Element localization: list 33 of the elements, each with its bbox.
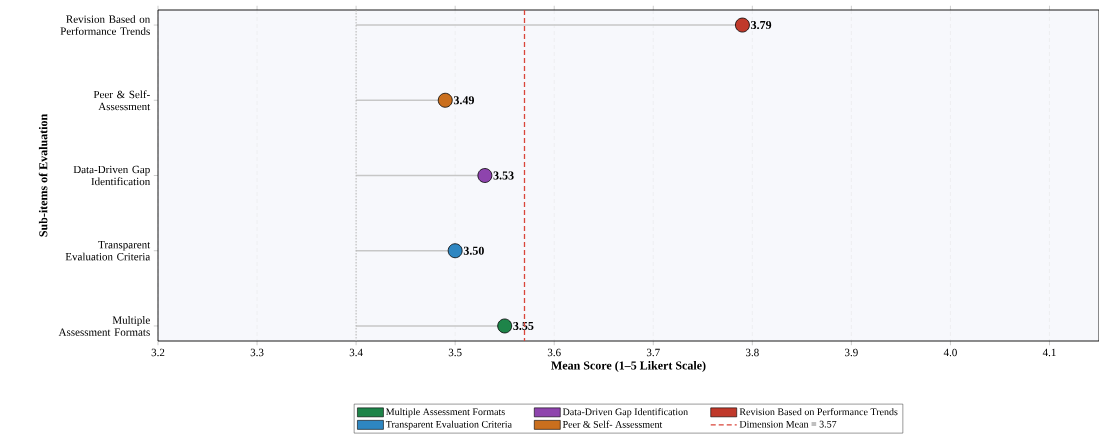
x-tick-label: 3.7 [646,348,660,357]
data-label: 3.50 [463,246,484,255]
x-axis-title: Mean Score (1–5 Likert Scale) [551,361,706,372]
y-tick-label: Peer & Self-Assessment [93,90,151,111]
legend-label: Dimension Mean = 3.57 [739,420,837,428]
x-tick-label: 3.4 [349,348,363,357]
legend-label: Peer & Self- Assessment [562,420,663,428]
point [437,92,453,108]
x-tick-label: 3.8 [745,348,759,357]
data-label: 3.79 [751,20,772,30]
x-tick-label: 3.2 [151,348,165,357]
point [447,243,463,259]
data-label: 3.55 [513,321,534,331]
data-label: 3.53 [493,171,514,180]
y-tick-label: Multiple Assessment Formats [58,316,150,336]
point [477,168,493,183]
x-tick-label: 3.6 [547,348,561,357]
y-tick-label: Revision Based on Performance Trends [60,15,151,35]
x-tick-label: 3.5 [448,348,462,357]
x-tick-label: 4.0 [943,348,957,357]
data-label: 3.49 [453,96,475,105]
x-tick-label: 3.3 [250,348,264,357]
x-tick-label: 3.9 [845,348,858,357]
x-tick-label: 4.1 [1042,348,1056,357]
legend-label: Transparent Evaluation Criteria [385,420,512,430]
legend-label: Revision Based on Performance Trends [739,408,898,416]
legend-label: Multiple Assessment Formats [386,408,505,418]
point [735,17,750,33]
y-tick-label: Transparent Evaluation Criteria [65,241,151,261]
legend-label: Data-Driven Gap Identification [562,408,688,418]
y-tick-label: Data-Driven Gap Identification [73,165,151,186]
point [497,318,513,334]
y-axis-title: Sub-items of Evaluation [38,114,48,237]
